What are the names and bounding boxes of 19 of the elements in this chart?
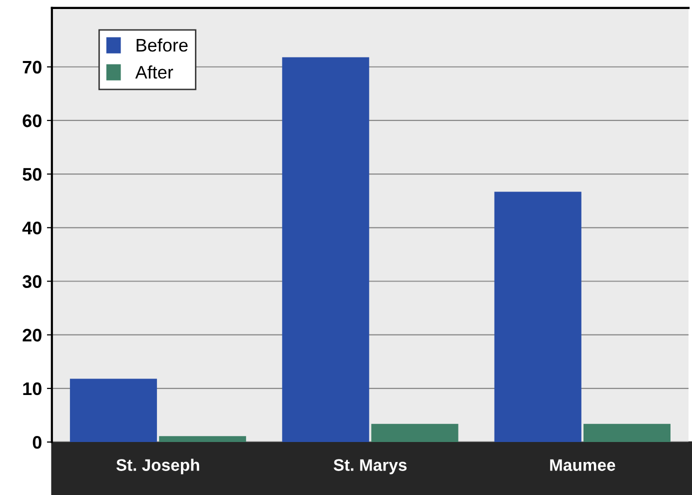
y-tick-label: 0 [32, 436, 42, 449]
x-tick-label: St. Marys [334, 459, 407, 474]
legend-label: After [135, 65, 174, 79]
y-tick-label: 20 [22, 328, 42, 342]
bar [494, 192, 582, 442]
bar [70, 378, 157, 442]
y-tick-label: 10 [23, 382, 42, 396]
bar [159, 436, 246, 442]
bar [371, 424, 458, 442]
x-tick-label: Maumee [550, 459, 616, 471]
bar [583, 424, 670, 442]
y-tick-label: 40 [22, 222, 42, 234]
y-tick-label: 60 [22, 114, 42, 128]
y-tick-label: 50 [22, 168, 42, 181]
y-tick-label: 30 [22, 275, 42, 288]
y-tick-label: 70 [22, 60, 42, 74]
bar [282, 57, 370, 442]
x-tick-label: St. Joseph [116, 458, 200, 474]
legend-label: Before [136, 38, 188, 52]
